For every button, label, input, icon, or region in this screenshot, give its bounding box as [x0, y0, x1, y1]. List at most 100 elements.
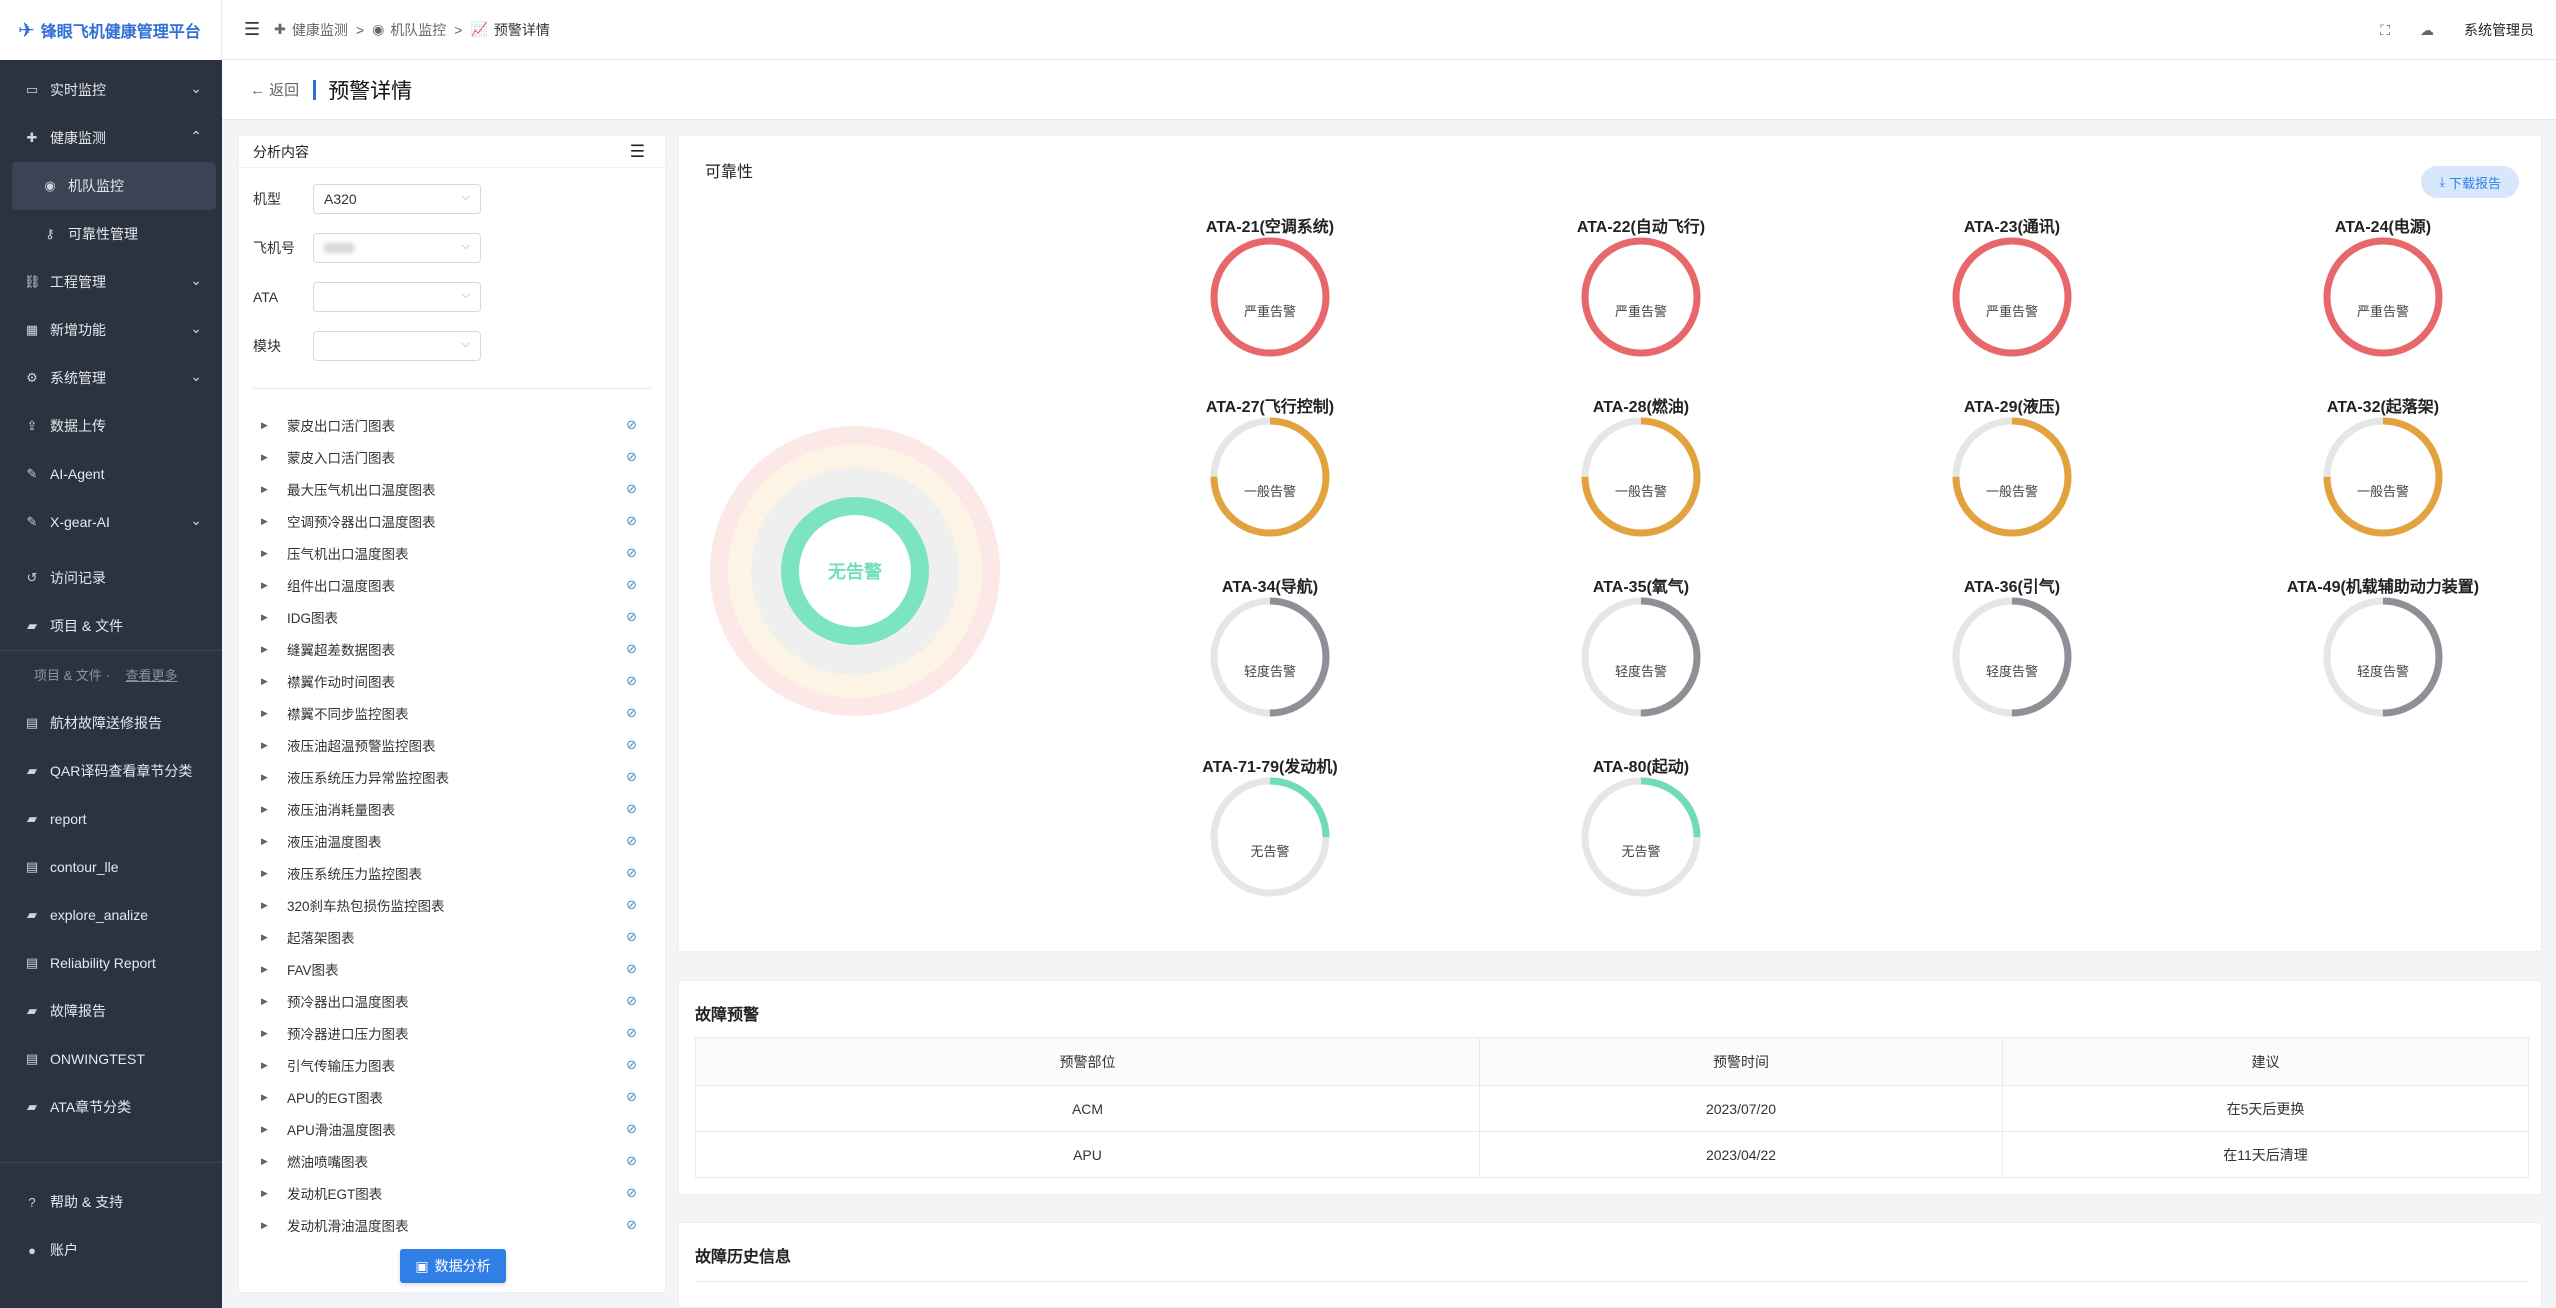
aircraft-type-select[interactable]: A320 ⌵ [313, 184, 481, 214]
eye-off-icon[interactable]: ⊘ [626, 865, 637, 880]
eye-off-icon[interactable]: ⊘ [626, 673, 637, 688]
sidebar-item[interactable]: ▰ ATA章节分类 [0, 1083, 222, 1131]
eye-off-icon[interactable]: ⊘ [626, 1217, 637, 1232]
eye-off-icon[interactable]: ⊘ [626, 609, 637, 624]
caret-right-icon[interactable]: ▶ [261, 419, 268, 430]
tree-item[interactable]: ▶ 液压油超温预警监控图表 ⊘ [261, 729, 647, 761]
tree-item[interactable]: ▶ 预冷器出口温度图表 ⊘ [261, 985, 647, 1017]
eye-off-icon[interactable]: ⊘ [626, 929, 637, 944]
tree-item[interactable]: ▶ 发动机EGT图表 ⊘ [261, 1177, 647, 1209]
tree-item[interactable]: ▶ APU滑油温度图表 ⊘ [261, 1113, 647, 1145]
caret-right-icon[interactable]: ▶ [261, 1123, 268, 1134]
sidebar-item[interactable]: ⛓ 工程管理 ⌄ [0, 258, 222, 306]
caret-right-icon[interactable]: ▶ [261, 611, 268, 622]
cloud-icon[interactable]: ☁ [2420, 21, 2434, 38]
tree-item[interactable]: ▶ 组件出口温度图表 ⊘ [261, 569, 647, 601]
caret-right-icon[interactable]: ▶ [261, 835, 268, 846]
back-button[interactable]: ← 返回 [250, 82, 300, 99]
sidebar-item[interactable]: ▤ contour_lle [0, 843, 222, 891]
eye-off-icon[interactable]: ⊘ [626, 961, 637, 976]
tree-item[interactable]: ▶ 缝翼超差数据图表 ⊘ [261, 633, 647, 665]
caret-right-icon[interactable]: ▶ [261, 739, 268, 750]
data-analysis-button[interactable]: ▣ 数据分析 [400, 1249, 506, 1283]
caret-right-icon[interactable]: ▶ [261, 803, 268, 814]
tree-item[interactable]: ▶ 襟翼作动时间图表 ⊘ [261, 665, 647, 697]
download-report-button[interactable]: ⤓ 下载报告 [2421, 166, 2519, 198]
caret-right-icon[interactable]: ▶ [261, 579, 268, 590]
tree-item[interactable]: ▶ FAV图表 ⊘ [261, 953, 647, 985]
see-more-link[interactable]: 查看更多 [125, 668, 178, 683]
sidebar-item[interactable]: ⚷ 可靠性管理 [0, 210, 222, 258]
tree-item[interactable]: ▶ 襟翼不同步监控图表 ⊘ [261, 697, 647, 729]
eye-off-icon[interactable]: ⊘ [626, 481, 637, 496]
breadcrumb-health[interactable]: 健康监测 [291, 21, 348, 38]
caret-right-icon[interactable]: ▶ [261, 1059, 268, 1070]
breadcrumb-fleet[interactable]: 机队监控 [390, 21, 447, 38]
caret-right-icon[interactable]: ▶ [261, 1155, 268, 1166]
caret-right-icon[interactable]: ▶ [261, 931, 268, 942]
tree-item[interactable]: ▶ 320刹车热包损伤监控图表 ⊘ [261, 889, 647, 921]
eye-off-icon[interactable]: ⊘ [626, 1185, 637, 1200]
tree-item[interactable]: ▶ APU的EGT图表 ⊘ [261, 1081, 647, 1113]
eye-off-icon[interactable]: ⊘ [626, 545, 637, 560]
sidebar-item[interactable]: ▤ Reliability Report [0, 939, 222, 987]
aircraft-number-select[interactable]: ⌵ [313, 233, 481, 263]
sidebar-item[interactable]: ✚ 健康监测 ⌃ [0, 114, 222, 162]
sidebar-item[interactable]: ⚙ 系统管理 ⌄ [0, 354, 222, 402]
sidebar-item[interactable]: ▤ ONWINGTEST [0, 1035, 222, 1083]
caret-right-icon[interactable]: ▶ [261, 451, 268, 462]
tree-item[interactable]: ▶ 预冷器进口压力图表 ⊘ [261, 1017, 647, 1049]
sidebar-item[interactable]: ▰ 项目 & 文件 [0, 602, 222, 650]
sidebar-item[interactable]: ✎ X-gear-AI ⌄ [0, 498, 222, 546]
tree-item[interactable]: ▶ 液压系统压力异常监控图表 ⊘ [261, 761, 647, 793]
ata-gauge[interactable]: ATA-28(燃油) 一般告警 [1491, 393, 1791, 553]
caret-right-icon[interactable]: ▶ [261, 643, 268, 654]
sidebar-item[interactable]: ◉ 机队监控 [12, 162, 216, 210]
sidebar-item[interactable]: ▰ report [0, 795, 222, 843]
tree-item[interactable]: ▶ 引气传输压力图表 ⊘ [261, 1049, 647, 1081]
ata-gauge[interactable]: ATA-32(起落架) 一般告警 [2233, 393, 2533, 553]
sidebar-item[interactable]: ? 帮助 & 支持 [0, 1178, 222, 1226]
tree-item[interactable]: ▶ 蒙皮入口活门图表 ⊘ [261, 441, 647, 473]
tree-item[interactable]: ▶ 起落架图表 ⊘ [261, 921, 647, 953]
ata-gauge[interactable]: ATA-34(导航) 轻度告警 [1120, 573, 1420, 733]
sidebar-item[interactable]: ▦ 新增功能 ⌄ [0, 306, 222, 354]
tree-item[interactable]: ▶ 压气机出口温度图表 ⊘ [261, 537, 647, 569]
ata-gauge[interactable]: ATA-27(飞行控制) 一般告警 [1120, 393, 1420, 553]
sidebar-item[interactable]: ▤ 航材故障送修报告 [0, 699, 222, 747]
ata-gauge[interactable]: ATA-71-79(发动机) 无告警 [1120, 753, 1420, 913]
ata-gauge[interactable]: ATA-49(机载辅助动力装置) 轻度告警 [2233, 573, 2533, 733]
tree-item[interactable]: ▶ IDG图表 ⊘ [261, 601, 647, 633]
eye-off-icon[interactable]: ⊘ [626, 417, 637, 432]
eye-off-icon[interactable]: ⊘ [626, 833, 637, 848]
ata-gauge[interactable]: ATA-36(引气) 轻度告警 [1862, 573, 2162, 733]
caret-right-icon[interactable]: ▶ [261, 515, 268, 526]
eye-off-icon[interactable]: ⊘ [626, 513, 637, 528]
sidebar-item[interactable]: ▰ 故障报告 [0, 987, 222, 1035]
sidebar-item[interactable]: ⇪ 数据上传 [0, 402, 222, 450]
tree-item[interactable]: ▶ 发动机滑油温度图表 ⊘ [261, 1209, 647, 1241]
caret-right-icon[interactable]: ▶ [261, 1219, 268, 1230]
ata-gauge[interactable]: ATA-23(通讯) 严重告警 [1862, 213, 2162, 373]
sidebar-item[interactable]: ▭ 实时监控 ⌄ [0, 66, 222, 114]
ata-gauge[interactable]: ATA-21(空调系统) 严重告警 [1120, 213, 1420, 373]
tree-item[interactable]: ▶ 液压油温度图表 ⊘ [261, 825, 647, 857]
caret-right-icon[interactable]: ▶ [261, 675, 268, 686]
caret-right-icon[interactable]: ▶ [261, 1027, 268, 1038]
eye-off-icon[interactable]: ⊘ [626, 1153, 637, 1168]
caret-right-icon[interactable]: ▶ [261, 867, 268, 878]
caret-right-icon[interactable]: ▶ [261, 771, 268, 782]
caret-right-icon[interactable]: ▶ [261, 1187, 268, 1198]
sidebar-item[interactable]: ▰ explore_analize [0, 891, 222, 939]
ata-gauge[interactable]: ATA-22(自动飞行) 严重告警 [1491, 213, 1791, 373]
tree-item[interactable]: ▶ 液压系统压力监控图表 ⊘ [261, 857, 647, 889]
eye-off-icon[interactable]: ⊘ [626, 1057, 637, 1072]
sidebar-item[interactable]: ✎ AI-Agent [0, 450, 222, 498]
eye-off-icon[interactable]: ⊘ [626, 1089, 637, 1104]
eye-off-icon[interactable]: ⊘ [626, 705, 637, 720]
tree-item[interactable]: ▶ 燃油喷嘴图表 ⊘ [261, 1145, 647, 1177]
eye-off-icon[interactable]: ⊘ [626, 641, 637, 656]
eye-off-icon[interactable]: ⊘ [626, 769, 637, 784]
eye-off-icon[interactable]: ⊘ [626, 1025, 637, 1040]
caret-right-icon[interactable]: ▶ [261, 707, 268, 718]
